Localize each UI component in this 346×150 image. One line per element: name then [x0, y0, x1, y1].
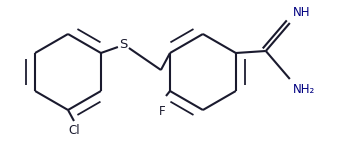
Text: F: F: [159, 105, 165, 118]
Text: NH: NH: [293, 6, 310, 19]
Text: NH₂: NH₂: [293, 83, 315, 96]
Text: Cl: Cl: [68, 124, 80, 137]
Text: S: S: [119, 39, 127, 51]
